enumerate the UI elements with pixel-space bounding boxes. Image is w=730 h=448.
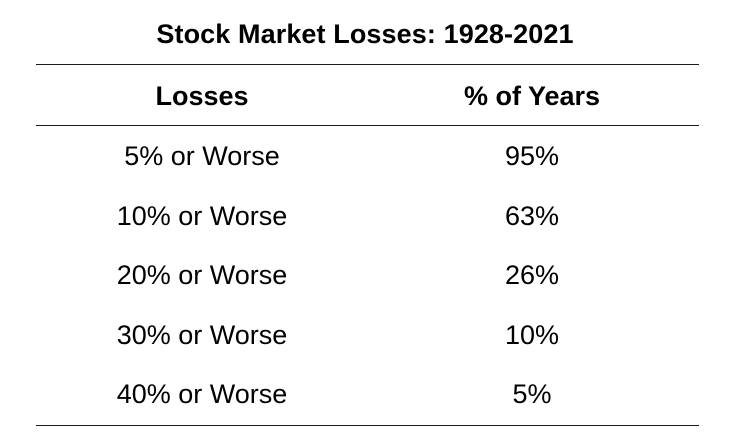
table-cell-percent: 5%: [512, 379, 552, 409]
table-cell-loss: 5% or Worse: [124, 141, 280, 171]
table-cell-loss: 10% or Worse: [116, 201, 288, 231]
table-cell-loss: 20% or Worse: [116, 260, 288, 290]
table-cell-percent: 95%: [504, 141, 560, 171]
table-cell-loss: 30% or Worse: [116, 320, 288, 350]
table-cell-percent: 63%: [504, 201, 560, 231]
table-cell-percent: 10%: [504, 320, 560, 350]
table-cell-percent: 26%: [504, 260, 560, 290]
bottom-rule: [36, 425, 699, 426]
table-cell-loss: 40% or Worse: [116, 379, 288, 409]
table-title: Stock Market Losses: 1928-2021: [156, 19, 574, 49]
column-header-losses: Losses: [155, 81, 249, 111]
header-rule: [36, 125, 699, 126]
column-header-percent-of-years: % of Years: [463, 81, 601, 111]
top-rule: [36, 64, 699, 65]
